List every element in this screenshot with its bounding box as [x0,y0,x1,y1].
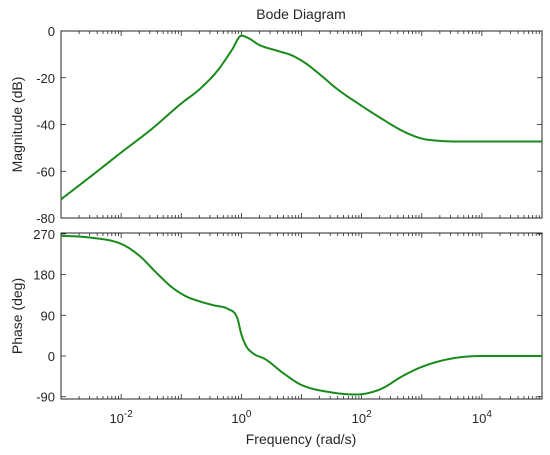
magnitude-y-tick-label: -20 [36,71,55,86]
phase-series-line [60,234,542,396]
phase-y-tick-label: -90 [36,390,55,405]
phase-y-axis-label: Phase (deg) [9,278,25,354]
x-tick-label: 10-2 [109,409,133,426]
phase-y-tick-label: 0 [48,349,55,364]
x-tick-label: 100 [231,409,251,426]
magnitude-axes-box [60,30,543,219]
magnitude-y-tick-label: -80 [36,211,55,226]
magnitude-panel: 0 -20 -40 -60 -80 Magnitude (dB) [9,24,543,226]
magnitude-y-tick-label: 0 [48,24,55,39]
x-tick-label: 104 [472,409,492,426]
magnitude-series-line [60,34,542,201]
magnitude-y-tick-label: -60 [36,164,55,179]
x-axis-label: Frequency (rad/s) [246,431,356,447]
phase-y-tick-label: 270 [33,227,55,242]
magnitude-y-axis-label: Magnitude (dB) [9,77,25,173]
phase-axes-box [60,232,543,400]
magnitude-y-tick-label: -40 [36,118,55,133]
x-tick-label: 102 [352,409,372,426]
phase-y-tick-label: 180 [33,268,55,283]
chart-title: Bode Diagram [256,6,346,22]
phase-panel: 270 180 90 0 -90 Phase (deg) [9,227,543,405]
phase-y-tick-label: 90 [41,308,55,323]
